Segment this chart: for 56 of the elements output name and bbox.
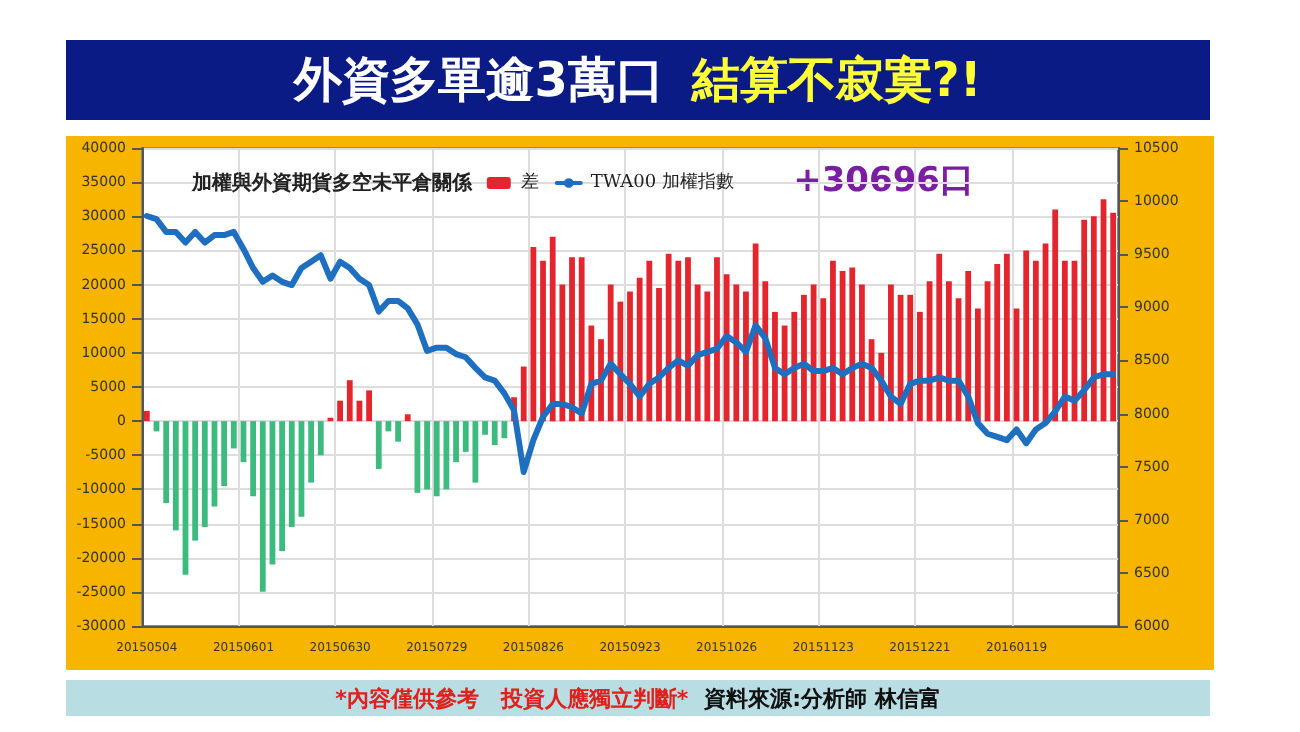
bar [849,267,856,422]
bar [1003,253,1010,422]
bar [859,284,865,422]
source-note: 資料來源:分析師 林信富 [704,683,941,713]
bar [279,421,286,551]
bar [743,291,749,422]
bar [143,410,150,422]
bar [974,308,981,422]
bar [540,260,546,422]
bar [346,380,353,422]
bar [317,421,324,456]
bar [250,421,257,497]
bar [1061,260,1068,422]
bar [714,257,720,422]
bar [965,270,972,422]
bar [288,421,295,527]
bar [308,421,315,483]
legend-label: TWA00 加權指數 [590,171,735,193]
bar [945,281,952,422]
bar [404,414,411,422]
bar [1090,216,1097,422]
bar [453,421,459,463]
text: *內容僅供參考 投資人應獨立判斷* [335,683,689,713]
bar [627,291,633,422]
bar [569,257,575,422]
bar [163,421,170,504]
bar [395,421,401,442]
bar [830,260,836,422]
chart-title: 外資多單逾3萬口 結算不寂寞?! [294,50,982,112]
bar [192,421,199,541]
bar [172,421,179,531]
bar [1110,212,1117,422]
bar [1052,209,1059,422]
bar [259,421,266,592]
bar [1081,219,1088,422]
line-series [143,212,1117,475]
bar [221,421,228,487]
bar [1032,260,1039,422]
bar [888,284,894,422]
text: 加權與外資期貨多空未平倉關係 [190,171,474,195]
bar [685,257,691,422]
legend-label: 差 [520,171,539,193]
bar [375,421,382,469]
bar [936,253,943,422]
bar [482,421,488,435]
bar [994,264,1001,422]
bar [424,421,430,490]
bar [1023,250,1030,422]
bar [907,294,914,422]
bar [801,294,807,422]
bar [366,390,372,422]
bar [656,287,662,422]
bar [917,311,923,422]
bar [201,421,208,527]
bar [337,400,343,422]
bar [230,421,237,449]
